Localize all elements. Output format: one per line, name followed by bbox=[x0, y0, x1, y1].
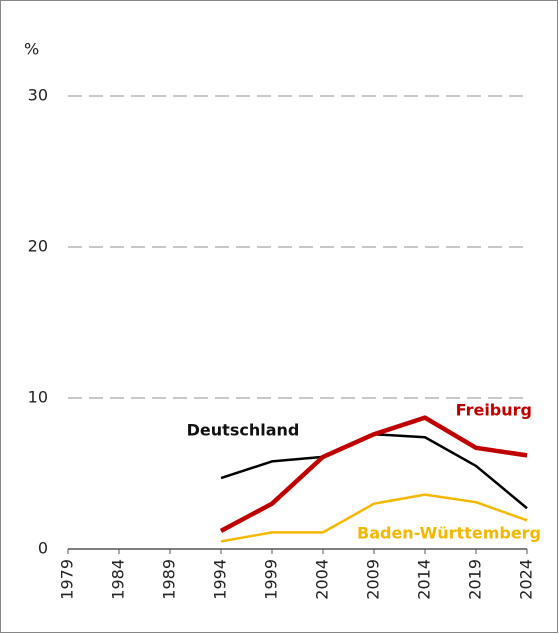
x-tick-label: 1979 bbox=[58, 559, 77, 600]
series-label: Freiburg bbox=[456, 401, 532, 420]
y-tick-label: 10 bbox=[28, 388, 48, 407]
x-tick-label: 1994 bbox=[211, 559, 230, 600]
y-tick-label: 20 bbox=[28, 237, 48, 256]
series-line bbox=[219, 415, 528, 533]
x-tick-label: 1989 bbox=[160, 559, 179, 600]
series-label: Deutschland bbox=[187, 421, 300, 440]
x-tick-label: 2014 bbox=[415, 559, 434, 600]
y-tick-label: 30 bbox=[28, 86, 48, 105]
series-label: Baden-Württemberg bbox=[357, 524, 541, 543]
x-tick-label: 2004 bbox=[313, 559, 332, 600]
y-tick-label: 0 bbox=[38, 539, 48, 558]
x-tick-label: 2024 bbox=[517, 559, 536, 600]
x-tick-label: 1999 bbox=[262, 559, 281, 600]
x-tick-label: 1984 bbox=[109, 559, 128, 600]
y-axis-label: % bbox=[24, 40, 39, 59]
series-line bbox=[220, 493, 528, 543]
x-tick-label: 2009 bbox=[364, 559, 383, 600]
x-tick-label: 2019 bbox=[466, 559, 485, 600]
